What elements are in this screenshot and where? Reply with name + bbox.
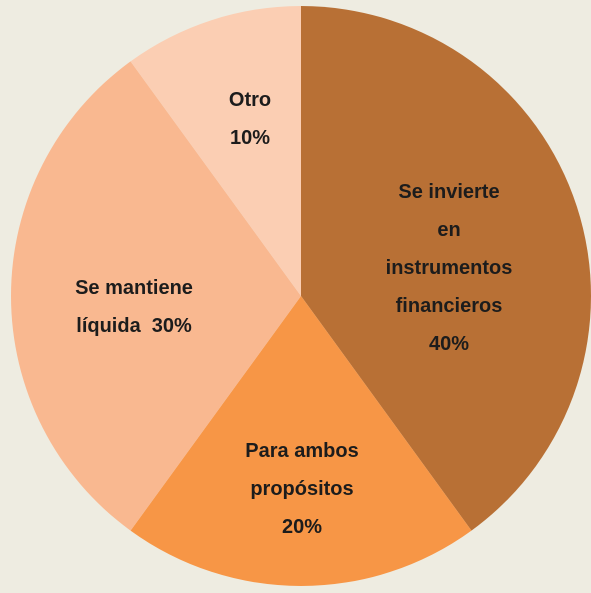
slice-label: Otro 10% [229, 81, 271, 157]
value-label: 30% [151, 315, 192, 337]
category-label: Para ambos propósitos [245, 440, 359, 500]
pie-slice [301, 6, 591, 531]
pie-slice [130, 296, 472, 587]
slice-label: Se mantiene líquida 30% [75, 269, 193, 345]
pie-slice [130, 6, 301, 296]
value-label: 40% [428, 333, 470, 355]
category-label: Se invierte en instrumentos financieros [385, 181, 513, 317]
pie-slice [10, 61, 302, 531]
slice-label: Se invierte en instrumentos financieros 4… [386, 173, 513, 363]
category-label: Se mantiene líquida [75, 277, 193, 337]
slice-label: Para ambos propósitos 20% [245, 432, 358, 546]
value-label: 10% [229, 127, 271, 149]
value-label: 20% [281, 516, 323, 538]
category-label: Otro [228, 89, 272, 111]
